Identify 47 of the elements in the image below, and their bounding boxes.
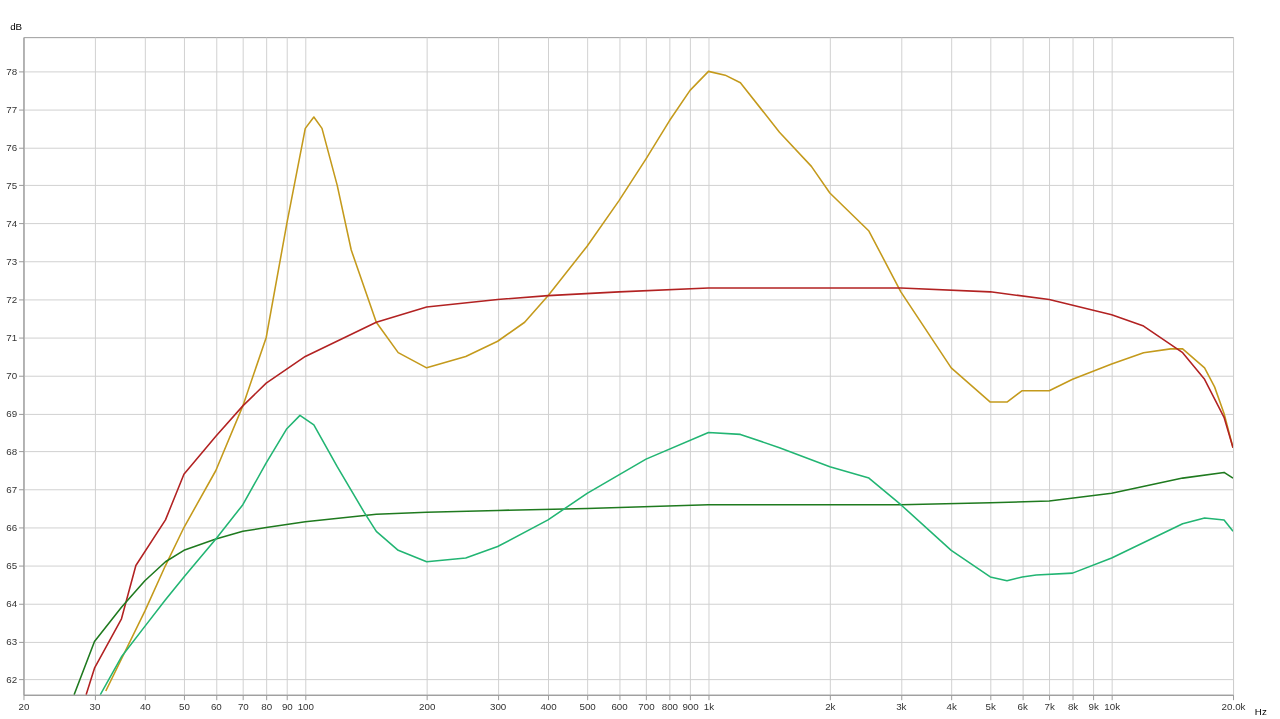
y-tick-label: 72 [6, 293, 18, 305]
x-tick-label: 90 [281, 700, 294, 712]
x-tick-label: 400 [540, 700, 558, 712]
y-tick-label: 73 [6, 255, 18, 267]
y-tick-label: 67 [6, 483, 18, 495]
x-tick-label: 20 [18, 700, 30, 712]
x-tick-label: 500 [579, 700, 597, 712]
x-tick-label: 10k [1104, 700, 1121, 712]
x-tick-label: 1k [703, 700, 715, 712]
y-tick-label: 71 [6, 331, 18, 343]
x-tick-label: 40 [139, 700, 152, 712]
x-tick-label: 4k [946, 700, 957, 712]
x-tick-label: 3k [896, 700, 907, 712]
x-tick-label: 60 [210, 700, 223, 712]
y-axis-title: dB [10, 20, 23, 32]
x-tick-label: 5k [985, 700, 997, 712]
x-tick-label: 8k [1067, 700, 1079, 712]
y-tick-label: 75 [6, 179, 18, 191]
x-axis-title: Hz [1254, 705, 1267, 717]
y-tick-label: 66 [6, 521, 18, 533]
y-tick-label: 68 [6, 445, 18, 457]
x-tick-label: 600 [611, 700, 629, 712]
x-tick-label: 7k [1044, 700, 1055, 712]
y-tick-label: 76 [6, 141, 18, 153]
x-tick-label: 30 [89, 700, 101, 712]
x-tick-label: 80 [261, 700, 273, 712]
x-tick-label: 70 [237, 700, 250, 712]
x-tick-label: 9k [1088, 700, 1099, 712]
x-tick-label: 300 [490, 700, 507, 712]
x-tick-label: 50 [178, 700, 191, 712]
y-tick-label: 65 [6, 559, 18, 571]
x-tick-label: 6k [1017, 700, 1028, 712]
x-tick-label: 200 [419, 700, 436, 712]
y-tick-label: 64 [6, 597, 18, 609]
y-tick-label: 62 [6, 674, 18, 685]
x-tick-label: 100 [297, 700, 315, 712]
y-tick-label: 77 [6, 103, 18, 115]
x-tick-label: 20.0k [1221, 700, 1246, 712]
y-tick-label: 74 [6, 217, 18, 229]
x-tick-label: 800 [661, 700, 679, 712]
x-tick-label: 2k [825, 700, 836, 712]
y-tick-label: 70 [6, 369, 18, 381]
y-tick-label: 63 [6, 635, 18, 647]
y-tick-label: 69 [6, 407, 18, 419]
x-tick-label: 900 [682, 700, 700, 712]
y-tick-label: 78 [6, 65, 18, 77]
x-tick-label: 700 [638, 700, 656, 712]
